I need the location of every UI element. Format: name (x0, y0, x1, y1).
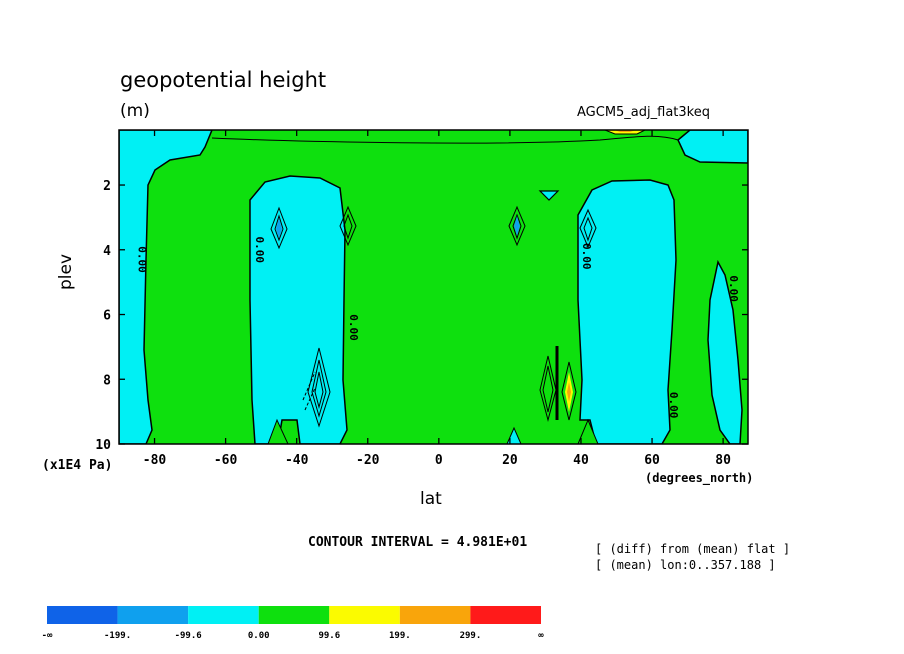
region-green-bottom-b (267, 418, 289, 444)
colorbar-label: 199. (389, 631, 411, 641)
contour-label: 0.00 (347, 314, 360, 341)
colorbar-label: ∞ (538, 631, 544, 641)
y-tick-label: 10 (95, 438, 111, 453)
chart-title: geopotential height (120, 68, 327, 92)
region-cyan-triangle (538, 190, 560, 201)
x-axis-label: lat (420, 489, 442, 509)
cluster-dash-a (302, 371, 316, 401)
cluster-right-yellow-core (567, 382, 571, 402)
plot-frame (118, 129, 749, 445)
region-cyan-top-left (119, 130, 213, 444)
region-cyan-right-edge (707, 259, 743, 444)
y-tick-label: 2 (103, 179, 111, 194)
diamond-a-fill (276, 218, 282, 238)
y-tick-label: 8 (103, 373, 111, 388)
y-tick-label: 6 (103, 309, 111, 324)
cluster-left-outer (307, 347, 331, 428)
colorbar-label: -199. (104, 631, 131, 641)
diamond-d (579, 208, 597, 249)
x-tick-label: 0 (435, 453, 443, 468)
colorbar-label: -∞ (42, 631, 53, 641)
colorbar-label: 299. (460, 631, 482, 641)
mean-note: [ (mean) lon:0..357.188 ] (595, 558, 776, 572)
cluster-right-mid (542, 365, 554, 413)
colorbar-swatch (470, 606, 541, 624)
contour-label: 0.00 (136, 246, 149, 273)
x-tick-label: -80 (143, 453, 167, 468)
cluster-dash-b (304, 387, 316, 411)
y-tick-label: 4 (103, 244, 111, 259)
diamond-c-fill (514, 216, 520, 236)
colorbar-swatch (399, 606, 471, 624)
diamond-a-inner (274, 214, 284, 242)
region-green-bottom-c (577, 418, 599, 444)
diff-note: [ (diff) from (mean) flat ] (595, 542, 791, 556)
colorbar-swatch (47, 606, 118, 624)
region-cyan-left-column (249, 175, 348, 444)
region-cyan-right-column (577, 179, 677, 444)
x-tick-label: -40 (285, 453, 309, 468)
x-tick-label: 40 (573, 453, 589, 468)
contour-label: 0.00 (580, 243, 593, 270)
diamond-b (339, 205, 357, 247)
colorbar-label: -99.6 (175, 631, 202, 641)
diamond-c (508, 205, 526, 247)
cluster-left-mid (311, 359, 327, 418)
dataset-name: AGCM5_adj_flat3keq (577, 105, 710, 120)
region-cyan-top-right (677, 130, 748, 164)
colorbar-label: 99.6 (318, 631, 340, 641)
contour-top-line (211, 135, 679, 144)
colorbar-swatch (329, 606, 400, 624)
diamond-b-inner (343, 213, 353, 240)
chart-units: (m) (120, 101, 150, 121)
x-axis-unit: (degrees_north) (645, 471, 754, 485)
x-tick-label: 80 (715, 453, 731, 468)
x-tick-label: 20 (502, 453, 518, 468)
x-tick-label: -20 (356, 453, 380, 468)
colorbar-label: 0.00 (248, 631, 270, 641)
colorbar-swatch (188, 606, 259, 624)
contour-label: 0.00 (667, 392, 680, 419)
y-axis-unit: (x1E4 Pa) (42, 458, 113, 473)
diamond-a (270, 206, 288, 250)
diamond-c-inner (512, 213, 522, 240)
colorbar-swatch (117, 606, 189, 624)
contour-label: 0.00 (727, 275, 740, 302)
x-tick-label: -60 (214, 453, 238, 468)
cluster-left-inner (314, 371, 324, 409)
plot-area (119, 130, 748, 444)
contour-interval: CONTOUR INTERVAL = 4.981E+01 (308, 535, 528, 550)
x-tick-label: 60 (644, 453, 660, 468)
contour-label: 0.00 (253, 237, 266, 264)
colorbar-swatch (258, 606, 330, 624)
diamond-d-inner (583, 216, 593, 242)
cluster-right-yellow (561, 361, 577, 421)
